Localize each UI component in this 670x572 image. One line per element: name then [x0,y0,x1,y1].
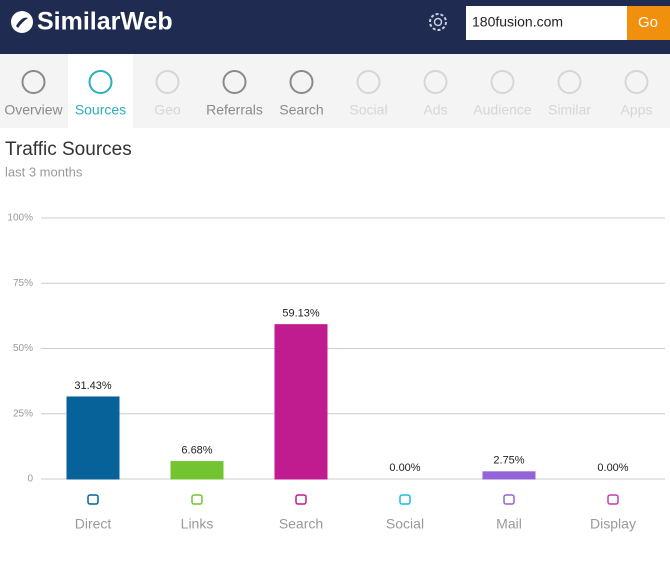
y-tick-label: 25% [13,408,33,419]
search-value: 180fusion.com [472,14,563,30]
logo: SimilarWeb [37,8,173,36]
bar [274,324,328,480]
tab-label: Referrals [206,102,263,118]
value-label: 0.00% [597,462,628,474]
search-input[interactable] [466,6,628,40]
tab-label: Apps [621,102,653,118]
logo-mark [16,17,28,28]
value-label: 0.00% [389,462,420,474]
y-tick-label: 0 [27,474,33,485]
y-tick-label: 100% [7,213,33,224]
tab-icon [222,70,247,94]
chart-subtitle: last 3 months [5,164,83,179]
x-tick-label: Social [386,516,424,532]
tab-label: Audience [473,102,532,118]
tab-icon [88,70,113,94]
x-tick-label: Search [279,516,323,532]
tab-icon [423,70,448,94]
tab-icon [21,70,46,94]
tab-icon [155,70,180,94]
category-icon [87,494,99,505]
value-label: 2.75% [493,455,524,467]
x-tick-label: Direct [75,516,112,532]
tab-label: Search [279,102,323,118]
tab-icon [557,70,582,94]
tab-icon [490,70,515,94]
x-tick-label: Display [590,516,636,532]
tab-label: Overview [4,102,63,118]
tab-label: Sources [75,102,126,118]
bar [170,461,224,480]
go-label: Go [638,14,658,31]
gear [429,13,447,31]
tab-label: Geo [154,102,181,118]
chart-title: Traffic Sources [5,139,132,160]
active-tab [68,54,133,128]
tab-icon [356,70,381,94]
category-icon [295,494,307,505]
y-tick-label: 50% [13,343,33,354]
bar [482,471,536,480]
tab-label: Similar [548,102,591,118]
x-tick-label: Mail [496,516,522,532]
settings-icon[interactable] [429,13,447,31]
tab-label: Ads [423,102,447,118]
value-label: 31.43% [74,380,112,392]
tab-icon [289,70,314,94]
category-icon [399,494,411,505]
value-label: 6.68% [181,444,212,456]
bar [66,396,120,480]
tab-label: Social [349,102,387,118]
category-icon [607,494,619,505]
y-tick-label: 75% [13,278,33,289]
go-button[interactable] [627,6,670,40]
category-icon [503,494,515,505]
category-icon [191,494,203,505]
gear-hub [433,17,443,27]
tab-icon [624,70,649,94]
value-label: 59.13% [282,308,320,320]
x-tick-label: Links [181,516,214,532]
